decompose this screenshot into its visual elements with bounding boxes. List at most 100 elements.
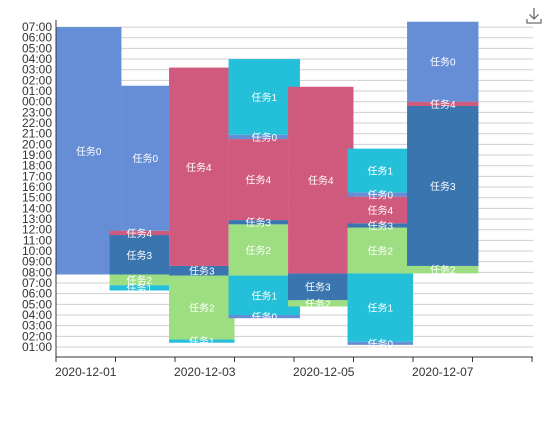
bar-label: 任务2	[367, 244, 393, 257]
y-tick-label: 02:00	[22, 329, 52, 343]
gantt-bar[interactable]	[347, 341, 413, 345]
y-tick-label: 03:00	[22, 319, 52, 333]
y-tick-label: 16:00	[22, 180, 52, 194]
y-tick-label: 17:00	[22, 169, 52, 183]
gantt-bar[interactable]	[347, 273, 413, 342]
y-tick-label: 00:00	[22, 95, 52, 109]
gantt-bar[interactable]	[407, 265, 479, 274]
bar-label: 任务2	[246, 244, 272, 257]
bar-label: 任务1	[251, 289, 277, 302]
bar-label: 任务0	[367, 337, 393, 350]
bar-label: 任务3	[127, 249, 153, 262]
bar-label: 任务3	[430, 180, 456, 193]
gantt-bar[interactable]	[407, 101, 479, 106]
bar-label: 任务0	[76, 145, 102, 158]
bar-label: 任务4	[308, 174, 334, 187]
gantt-bar[interactable]	[347, 148, 413, 193]
y-tick-label: 10:00	[22, 244, 52, 258]
bar-label: 任务1	[251, 91, 277, 104]
bar-label: 任务2	[305, 297, 331, 310]
gantt-bar[interactable]	[169, 275, 235, 340]
gantt-bar[interactable]	[347, 223, 413, 228]
gantt-bar[interactable]	[347, 227, 413, 274]
bar-label: 任务4	[367, 204, 393, 217]
gantt-bar[interactable]	[169, 67, 229, 266]
y-tick-label: 21:00	[22, 127, 52, 141]
bar-label: 任务4	[246, 174, 272, 187]
download-icon[interactable]	[524, 6, 544, 26]
label-layer: 任务0任务1任务2任务3任务4任务0任务1任务2任务3任务4任务0任务1任务2任…	[76, 56, 456, 351]
y-tick-label: 07:00	[22, 20, 52, 34]
gantt-bar[interactable]	[228, 220, 289, 225]
x-tick-label: 2020-12-03	[174, 365, 236, 379]
gantt-bar[interactable]	[288, 300, 348, 307]
bar-label: 任务4	[127, 227, 153, 240]
gantt-bar[interactable]	[228, 224, 289, 276]
bar-label: 任务4	[430, 98, 456, 111]
x-tick-label: 2020-12-05	[293, 365, 355, 379]
x-tick-label: 2020-12-07	[412, 365, 474, 379]
bar-layer	[56, 21, 479, 345]
bar-label: 任务1	[367, 302, 393, 315]
y-tick-label: 19:00	[22, 148, 52, 162]
bar-label: 任务1	[189, 335, 215, 348]
y-tick-label: 11:00	[23, 233, 52, 247]
y-tick-label: 05:00	[22, 41, 52, 55]
axis-layer: 07:0006:0005:0004:0003:0002:0001:0000:00…	[22, 20, 533, 379]
bar-label: 任务2	[430, 264, 456, 277]
gantt-bar[interactable]	[109, 274, 170, 286]
y-tick-label: 13:00	[22, 212, 52, 226]
y-tick-label: 04:00	[22, 308, 52, 322]
gantt-bar[interactable]	[109, 235, 170, 275]
y-tick-label: 15:00	[22, 191, 52, 205]
gantt-bar[interactable]	[407, 21, 479, 102]
gantt-bar[interactable]	[109, 285, 170, 291]
y-tick-label: 01:00	[22, 84, 52, 98]
y-tick-label: 03:00	[22, 63, 52, 77]
gantt-bar[interactable]	[169, 339, 235, 343]
bar-label: 任务1	[127, 282, 153, 295]
y-tick-label: 02:00	[22, 73, 52, 87]
bar-label: 任务3	[367, 219, 393, 232]
y-tick-label: 07:00	[22, 276, 52, 290]
gantt-bar[interactable]	[228, 134, 300, 140]
x-tick-label: 2020-12-01	[55, 365, 117, 379]
y-tick-label: 12:00	[22, 223, 52, 237]
y-tick-label: 23:00	[22, 105, 52, 119]
y-tick-label: 18:00	[22, 159, 52, 173]
bar-label: 任务3	[246, 216, 272, 229]
y-tick-label: 01:00	[22, 340, 52, 354]
bar-label: 任务4	[186, 161, 212, 174]
gantt-bar[interactable]	[347, 196, 413, 224]
y-tick-label: 06:00	[22, 287, 52, 301]
y-tick-label: 05:00	[22, 297, 52, 311]
y-tick-label: 06:00	[22, 31, 52, 45]
bar-label: 任务2	[189, 302, 215, 315]
gantt-bar[interactable]	[407, 105, 479, 266]
gantt-bar[interactable]	[288, 86, 354, 274]
bar-label: 任务3	[189, 265, 215, 278]
gantt-bar[interactable]	[288, 273, 348, 301]
gantt-bar[interactable]	[169, 265, 235, 276]
y-tick-label: 08:00	[22, 265, 52, 279]
gantt-bar[interactable]	[121, 85, 170, 231]
bar-label: 任务0	[367, 188, 393, 201]
bar-label: 任务0	[251, 131, 277, 144]
bar-label: 任务0	[251, 311, 277, 324]
gantt-bar[interactable]	[347, 192, 413, 197]
bar-label: 任务2	[127, 274, 153, 287]
y-tick-label: 09:00	[22, 255, 52, 269]
y-tick-label: 22:00	[22, 116, 52, 130]
y-tick-label: 20:00	[22, 137, 52, 151]
gantt-bar[interactable]	[228, 139, 289, 221]
y-tick-label: 14:00	[22, 201, 52, 215]
bar-label: 任务1	[367, 165, 393, 178]
y-tick-label: 04:00	[22, 52, 52, 66]
bar-label: 任务3	[305, 281, 331, 294]
bar-label: 任务0	[430, 56, 456, 69]
gantt-bar[interactable]	[109, 230, 170, 236]
gantt-bar[interactable]	[228, 315, 300, 319]
bar-label: 任务0	[132, 152, 158, 165]
